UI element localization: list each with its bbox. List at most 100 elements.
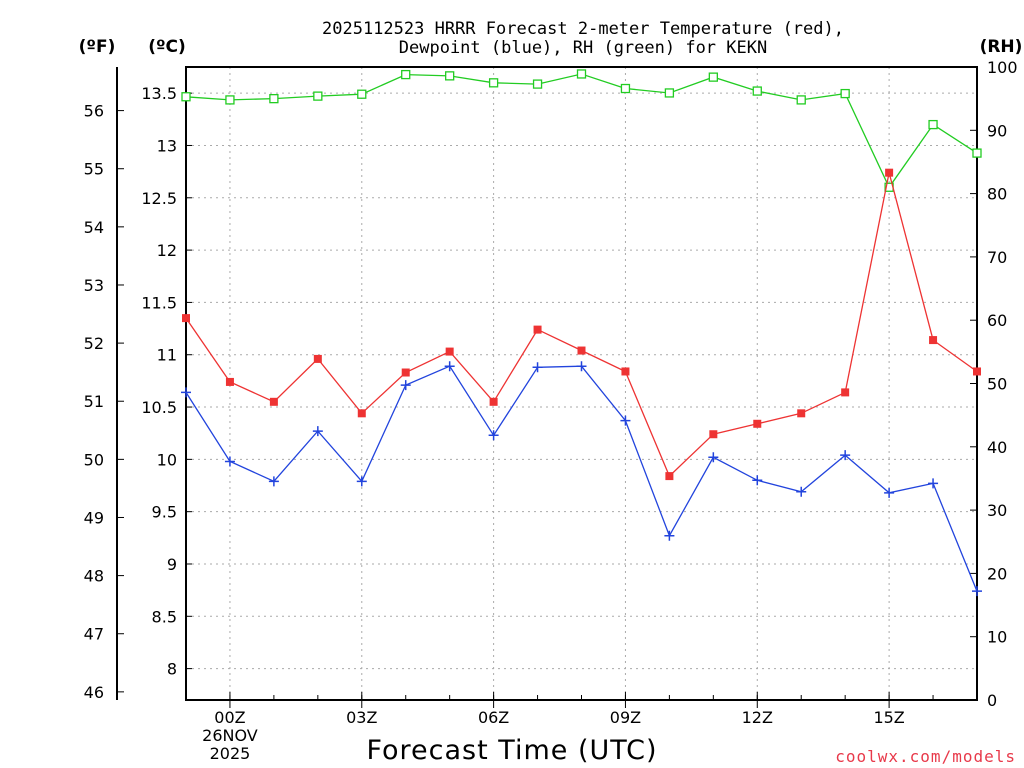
rh-tick-label: 40: [987, 438, 1007, 457]
plot-frame: [185, 66, 978, 701]
dewpoint-point: [664, 530, 675, 541]
time-tick-label: 15Z: [873, 708, 904, 727]
celsius-tick-label: 13: [157, 136, 177, 155]
temperature-point: [577, 346, 586, 355]
celsius-tick-label: 8.5: [152, 607, 177, 626]
rh-point: [401, 69, 411, 80]
dewpoint-point: [884, 487, 895, 498]
chart-title-line-1: 2025112523 HRRR Forecast 2-meter Tempera…: [322, 19, 844, 39]
temperature-point: [313, 354, 322, 363]
dewpoint-point: [400, 380, 411, 391]
dewpoint-point: [181, 387, 191, 398]
dewpoint-point: [840, 450, 851, 461]
rh-point: [488, 78, 499, 88]
time-tick-label: 00Z: [214, 708, 245, 727]
time-tick-label: 03Z: [346, 708, 377, 727]
tick-labels: 8 8.5 9 9.5 10 10.5 11 11.5 12 12.5 13 13.5 46 47 48 49…: [84, 58, 1018, 763]
fahrenheit-tick-label: 53: [84, 276, 104, 295]
rh-line: [185, 73, 978, 189]
rh-tick-label: 100: [987, 58, 1018, 77]
celsius-unit-label: (ºC): [148, 37, 186, 57]
dewpoint-point: [224, 456, 235, 467]
rh-point: [664, 88, 675, 98]
celsius-tick-label: 9.5: [152, 503, 177, 522]
dewpoint-point: [928, 478, 939, 489]
dewpoint-point: [488, 430, 499, 441]
rh-tick-label: 50: [987, 375, 1007, 394]
temperature-point: [533, 325, 542, 334]
dewpoint-point: [752, 475, 763, 486]
temperature-point: [489, 397, 498, 406]
celsius-tick-label: 13.5: [141, 84, 177, 103]
rh-tick-label: 30: [987, 501, 1007, 520]
temperature-point: [269, 397, 278, 406]
rh-point: [269, 94, 279, 104]
credit-text: coolwx.com/models: [835, 747, 1016, 766]
dewpoint-point: [532, 362, 543, 373]
temperature-point: [621, 367, 630, 376]
rh-point: [532, 79, 543, 89]
rh-point: [840, 88, 850, 99]
fahrenheit-tick-label: 51: [84, 392, 104, 411]
celsius-tick-label: 9: [167, 555, 177, 574]
temperature-point: [445, 347, 454, 356]
chart-title-line-2: Dewpoint (blue), RH (green) for KEKN: [399, 38, 767, 58]
rh-tick-label: 80: [987, 185, 1007, 204]
temperature-line: [185, 172, 978, 478]
rh-tick-label: 60: [987, 311, 1007, 330]
dewpoint-point: [444, 361, 455, 372]
fahrenheit-tick-label: 46: [84, 683, 104, 702]
celsius-tick-label: 12: [157, 241, 177, 260]
dewpoint-point: [708, 452, 719, 463]
date-label: 26NOV: [202, 726, 258, 745]
data-series: [181, 69, 982, 597]
grid-lines: [117, 66, 977, 708]
fahrenheit-unit-label: (ºF): [79, 37, 116, 57]
rh-tick-label: 0: [987, 691, 997, 710]
rh-point: [445, 71, 455, 81]
temperature-point: [841, 388, 850, 397]
celsius-tick-label: 10: [157, 450, 177, 469]
rh-tick-label: 90: [987, 121, 1007, 140]
temperature-point: [225, 377, 234, 386]
axes: [116, 66, 978, 701]
rh-point: [928, 119, 938, 130]
fahrenheit-tick-label: 48: [84, 567, 104, 586]
temperature-point: [753, 419, 762, 428]
dewpoint-point: [268, 476, 279, 487]
temperature-point: [182, 314, 190, 323]
fahrenheit-tick-label: 54: [84, 218, 104, 237]
dewpoint-point: [312, 426, 323, 437]
rh-point: [752, 86, 762, 96]
temperature-point: [401, 368, 410, 377]
rh-point: [620, 83, 631, 94]
celsius-tick-label: 10.5: [141, 398, 177, 417]
rh-point: [313, 91, 323, 101]
fahrenheit-tick-label: 55: [84, 160, 104, 179]
x-axis-title: Forecast Time (UTC): [366, 735, 657, 766]
dewpoint-point: [620, 415, 631, 426]
date-label: 2025: [210, 744, 251, 763]
dewpoint-point: [972, 586, 982, 597]
dewpoint-point: [796, 486, 807, 497]
temperature-point: [357, 409, 366, 418]
fahrenheit-tick-label: 52: [84, 334, 104, 353]
fahrenheit-tick-label: 49: [84, 508, 104, 527]
rh-point: [357, 89, 367, 99]
temperature-point: [885, 168, 894, 177]
rh-tick-label: 70: [987, 248, 1007, 267]
dewpoint-line: [185, 365, 978, 592]
rh-point: [796, 95, 806, 105]
time-tick-label: 09Z: [610, 708, 641, 727]
dewpoint-point: [576, 361, 587, 372]
time-tick-label: 12Z: [742, 708, 773, 727]
temperature-point: [665, 472, 674, 481]
fahrenheit-tick-label: 50: [84, 450, 104, 469]
rh-point: [225, 95, 235, 105]
temperature-point: [797, 409, 806, 418]
rh-tick-label: 10: [987, 628, 1007, 647]
rh-point: [972, 148, 982, 158]
dewpoint-point: [356, 476, 367, 487]
rh-point: [576, 69, 587, 79]
